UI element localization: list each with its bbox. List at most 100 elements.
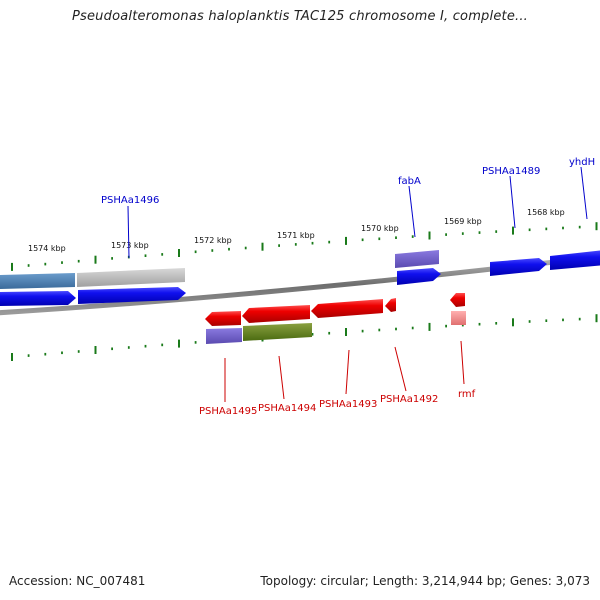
inner-tick-minor (395, 327, 397, 331)
gene-arrow-PSHAa1492[interactable] (385, 298, 396, 312)
inner-tick-minor (161, 343, 164, 347)
outer-tick-minor (194, 250, 197, 254)
outer-tick-minor (294, 243, 297, 246)
inner-tick-minor (194, 341, 197, 344)
scale-label-1570: 1570 kbp (361, 224, 399, 233)
inner-tick-minor (328, 331, 331, 335)
inner-tick-minor (495, 322, 498, 325)
inner-tick-minor (111, 347, 113, 351)
gene-arrow-PSHAa1495[interactable] (205, 311, 241, 326)
outer-tick-major (94, 255, 97, 264)
outer-tick-major (178, 249, 180, 257)
outer-tick-minor (578, 225, 581, 229)
outer-tick-minor (478, 231, 481, 234)
inner-tick-minor (44, 352, 47, 356)
inner-tick-major (428, 322, 431, 331)
inner-tick-minor (478, 322, 481, 326)
inner-tick-minor (27, 354, 30, 357)
inner-tick-row (11, 314, 598, 361)
map-title: Pseudoalteromonas haloplanktis TAC125 ch… (71, 9, 529, 24)
gene-arrow-forward-left[interactable] (0, 291, 76, 306)
gene-feature-fabA-outer[interactable] (395, 250, 439, 268)
gene-label-PSHAa1494[interactable]: PSHAa1494 (258, 403, 316, 414)
scale-label-1572: 1572 kbp (194, 236, 232, 245)
inner-tick-minor (578, 317, 581, 321)
gene-label-PSHAa1493[interactable]: PSHAa1493 (319, 399, 377, 410)
outer-tick-minor (228, 247, 230, 251)
inner-tick-major (94, 346, 97, 354)
gene-feature-outer-steel[interactable] (0, 273, 75, 289)
accession-text: Accession: NC_007481 (9, 574, 146, 588)
scale-label-1568: 1568 kbp (527, 208, 565, 217)
gene-label-yhdH[interactable]: yhdH (569, 157, 595, 168)
label-leaders (127, 166, 588, 402)
inner-tick-minor (127, 346, 130, 349)
gene-feature-PSHAa1495-inner[interactable] (206, 328, 242, 344)
outer-tick-minor (278, 244, 280, 247)
scale-label-1573: 1573 kbp (111, 241, 149, 250)
outer-tick-minor (211, 249, 214, 252)
gene-label-rmf[interactable]: rmf (458, 389, 476, 400)
gene-arrow-PSHAa1489[interactable] (490, 258, 547, 276)
outer-tick-major (595, 222, 598, 231)
outer-tick-minor (495, 230, 498, 233)
outer-tick-minor (328, 240, 331, 244)
inner-tick-minor (61, 351, 63, 355)
outer-tick-major (512, 226, 514, 235)
outer-tick-minor (562, 226, 564, 230)
gene-label-fabA[interactable]: fabA (398, 176, 421, 187)
gene-label-PSHAa1492[interactable]: PSHAa1492 (380, 394, 438, 405)
inner-tick-major (512, 318, 514, 327)
inner-tick-minor (311, 333, 314, 336)
outer-tick-major (345, 236, 347, 245)
topology-text: Topology: circular; Length: 3,214,944 bp… (260, 574, 590, 588)
inner-tick-minor (411, 326, 414, 330)
inner-tick-major (11, 353, 13, 361)
outer-tick-minor (244, 246, 247, 250)
gene-label-PSHAa1496[interactable]: PSHAa1496 (101, 195, 159, 206)
scale-label-1574: 1574 kbp (28, 244, 66, 253)
outer-tick-minor (77, 259, 80, 263)
gene-feature-PSHAa1494-inner[interactable] (243, 323, 312, 341)
outer-tick-minor (161, 253, 164, 256)
gene-arrow-PSHAa1496[interactable] (78, 287, 186, 304)
gene-feature-rmf-inner[interactable] (451, 311, 466, 325)
outer-tick-major (428, 231, 431, 240)
inner-tick-minor (77, 350, 80, 353)
inner-tick-minor (461, 323, 464, 327)
scale-label-1571: 1571 kbp (277, 231, 315, 240)
outer-tick-minor (528, 228, 531, 232)
inner-tick-minor (445, 324, 447, 328)
outer-tick-minor (545, 227, 548, 231)
outer-tick-minor (44, 262, 47, 266)
outer-tick-major (261, 242, 264, 251)
gene-arrow-rmf[interactable] (450, 293, 465, 307)
inner-tick-major (345, 328, 347, 336)
gene-arrow-PSHAa1494[interactable] (242, 305, 310, 323)
inner-tick-minor (144, 344, 147, 348)
outer-tick-minor (411, 235, 414, 238)
scale-label-1569: 1569 kbp (444, 217, 482, 226)
inner-tick-minor (361, 329, 364, 333)
gene-arrow-fabA[interactable] (397, 268, 441, 285)
gene-arrow-PSHAa1493[interactable] (311, 299, 383, 318)
outer-tick-minor (461, 232, 464, 235)
gene-label-PSHAa1495[interactable]: PSHAa1495 (199, 406, 257, 417)
inner-tick-minor (528, 320, 531, 323)
outer-tick-row (11, 222, 598, 271)
inner-tick-minor (378, 328, 381, 332)
gene-feature-outer-grey[interactable] (77, 268, 185, 287)
outer-tick-minor (144, 254, 147, 257)
outer-tick-minor (27, 264, 30, 267)
outer-tick-major (11, 262, 13, 271)
inner-tick-major (178, 339, 180, 348)
gene-arrow-yhdH[interactable] (550, 250, 600, 270)
inner-tick-minor (562, 318, 564, 322)
outer-tick-minor (395, 236, 397, 239)
gene-label-PSHAa1489[interactable]: PSHAa1489 (482, 166, 540, 177)
outer-tick-minor (361, 238, 364, 242)
inner-tick-minor (545, 319, 548, 322)
outer-tick-minor (378, 237, 381, 241)
outer-tick-minor (311, 241, 314, 245)
